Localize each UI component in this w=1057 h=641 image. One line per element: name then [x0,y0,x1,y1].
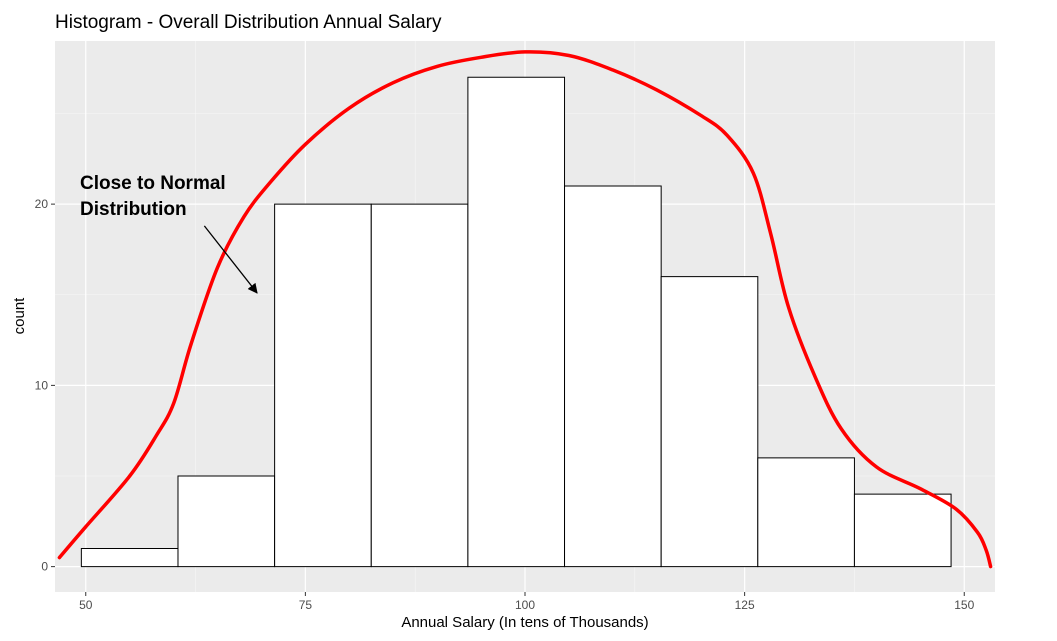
annotation-text-line: Close to Normal [80,173,226,194]
histogram-bars [80,76,952,568]
histogram-bar [564,185,662,568]
x-tick-label: 125 [735,598,755,612]
x-tick-label: 75 [299,598,313,612]
density-curve [57,50,993,569]
x-tick-label: 100 [515,598,535,612]
x-axis-ticks: 50 75 100 125 150 [79,592,975,612]
x-axis-title: Annual Salary (In tens of Thousands) [401,614,648,631]
histogram-bar [660,276,759,568]
y-axis-title: count [11,297,28,335]
y-axis-ticks: 0 10 20 [35,197,55,574]
y-tick-label: 0 [41,560,48,574]
x-tick-label: 150 [954,598,974,612]
histogram-bar [274,203,372,568]
histogram-bar [467,76,566,568]
histogram-bar [853,493,952,568]
histogram-bar [80,548,179,568]
x-tick-label: 50 [79,598,93,612]
annotation-layer: Close to Normal Distribution [80,173,258,294]
annotation-arrow [203,225,258,294]
histogram-bar [757,457,855,568]
y-tick-label: 20 [35,197,49,211]
y-tick-label: 10 [35,378,49,392]
histogram-bar [370,203,469,568]
chart-title: Histogram - Overall Distribution Annual … [55,12,442,33]
annotation-text-line: Distribution [80,199,187,220]
density-curve-layer [57,50,993,569]
histogram-bar [177,475,276,568]
